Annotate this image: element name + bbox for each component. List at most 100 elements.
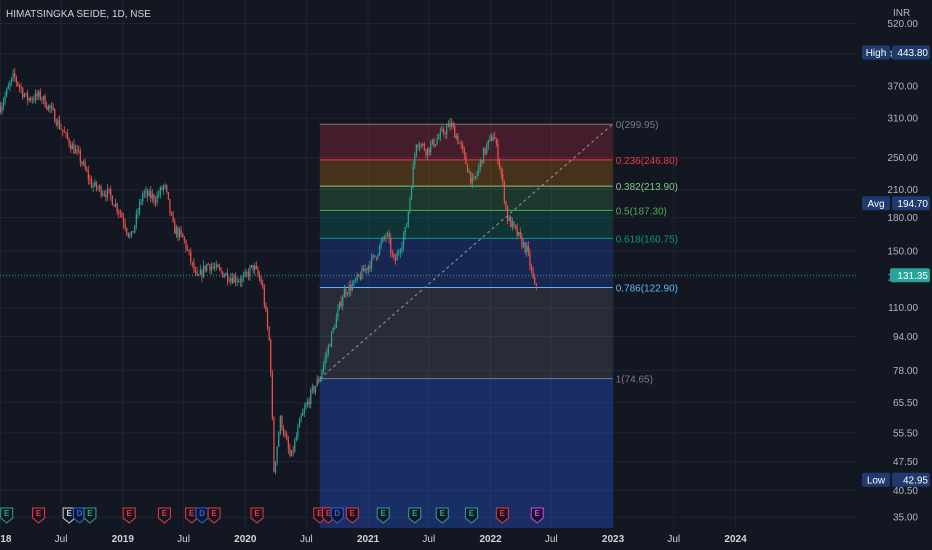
candle-body [487, 140, 489, 146]
candle-body [377, 254, 379, 259]
candle-body [145, 190, 147, 193]
candle-body [194, 270, 197, 272]
event-marker [330, 507, 344, 524]
event-marker-letter: E [469, 509, 475, 518]
candle-body [63, 131, 65, 133]
candle-body [87, 171, 89, 180]
candle-body [471, 177, 473, 184]
candle-body [426, 147, 429, 155]
candle-body [410, 188, 413, 199]
price-tag-value: 42.95 [903, 475, 928, 486]
event-marker [157, 507, 171, 524]
event-marker [195, 507, 209, 524]
candle-body [356, 274, 358, 281]
candle-body [260, 278, 262, 284]
candle-body [506, 207, 509, 221]
candle-body [0, 106, 1, 113]
event-marker [495, 507, 509, 524]
candle-body [449, 123, 451, 128]
candle-body [74, 149, 77, 154]
candle-body [193, 262, 195, 271]
candle-body [122, 217, 125, 224]
event-marker-letter: E [162, 509, 168, 518]
candle-body [498, 161, 501, 168]
candle-body [57, 119, 59, 126]
event-marker-letter: E [317, 509, 323, 518]
candle-body [162, 185, 165, 190]
candle-body [447, 123, 449, 128]
candle-body [494, 136, 496, 139]
candle-body [98, 186, 101, 189]
candle-body [55, 122, 57, 126]
candle-body [71, 144, 73, 150]
candle-body [228, 280, 230, 282]
candle-body [450, 122, 453, 128]
candle-body [479, 160, 481, 167]
candle-body [20, 87, 22, 89]
candle-body [418, 146, 421, 148]
candle-body [303, 408, 305, 413]
candle-body [42, 95, 45, 100]
candle-body [22, 88, 24, 97]
candle-body [226, 273, 229, 281]
candle-body [486, 145, 488, 154]
candle-body [111, 195, 113, 205]
candle-body [343, 289, 345, 298]
candle-body [524, 242, 526, 253]
candle-body [92, 185, 94, 188]
y-tick-label: 150.00 [887, 246, 918, 257]
candle-body [169, 199, 171, 213]
candle-body [332, 328, 334, 333]
candle-body [262, 283, 264, 288]
event-marker-letter: E [36, 509, 42, 518]
candle-body [108, 188, 110, 190]
event-marker-letter: E [189, 509, 195, 518]
candle-body [110, 189, 112, 196]
candle-body [175, 227, 177, 234]
candle-body [521, 235, 523, 247]
event-marker [376, 507, 390, 524]
candle-body [78, 149, 80, 152]
candle-body [282, 428, 285, 435]
candle-body [247, 272, 249, 277]
candle-body [158, 194, 160, 196]
candle-body [529, 252, 531, 267]
candle-body [156, 195, 158, 203]
fibonacci-retracement[interactable]: 0(299.95) 0.236(246.80) 0.382(213.90) 0.5(1… [319, 120, 678, 528]
candle-body [234, 276, 237, 282]
candle-body [191, 262, 193, 263]
candle-body [436, 138, 438, 145]
candle-body [231, 278, 233, 283]
candle-body [254, 265, 256, 270]
candle-body [65, 132, 67, 134]
y-tick-label: 180.00 [887, 213, 918, 224]
candle-body [383, 237, 385, 238]
candle-body [116, 203, 118, 212]
candle-body [300, 415, 302, 420]
candle-body [49, 105, 51, 108]
x-tick-label: Jul [300, 534, 313, 545]
y-tick-label: 370.00 [887, 81, 918, 92]
candle-body [250, 265, 253, 268]
candle-body [76, 149, 78, 151]
candle-body [14, 73, 16, 78]
candle-body [10, 77, 13, 83]
event-marker [435, 507, 449, 524]
candle-body [278, 433, 280, 447]
candle-body [73, 144, 75, 154]
candle-body [15, 77, 17, 83]
candle-body [510, 216, 512, 228]
candle-body [378, 245, 381, 255]
candle-body [47, 105, 49, 110]
candle-body [214, 267, 216, 269]
candle-body [346, 293, 349, 295]
candle-body [519, 232, 521, 236]
candle-body [407, 211, 409, 227]
candle-body [106, 188, 109, 198]
candle-body [118, 211, 120, 213]
candle-body [266, 310, 269, 327]
candle-body [274, 461, 277, 472]
candle-body [290, 450, 293, 456]
candle-body [526, 245, 528, 253]
